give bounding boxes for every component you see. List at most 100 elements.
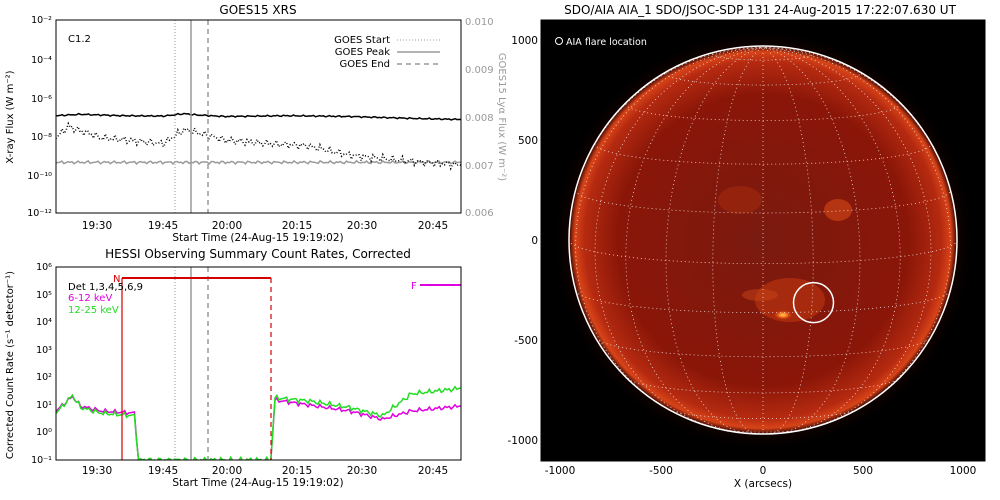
goes-axes-frame xyxy=(55,19,462,214)
flare-label: F xyxy=(411,281,417,292)
goes-y2tick-label: 0.010 xyxy=(465,17,494,28)
goes-y-ticks: 10⁻² 10⁻⁴ 10⁻⁶ 10⁻⁸ 10⁻¹⁰ 10⁻¹² xyxy=(27,15,52,219)
hessi-panel: HESSI Observing Summary Count Rates, Cor… xyxy=(5,247,462,489)
goes-ytick-label: 10⁻¹² xyxy=(27,208,52,219)
hessi-ytick-label: 10⁻¹ xyxy=(31,455,52,466)
goes-ytick-label: 10⁻⁸ xyxy=(31,132,52,143)
hessi-night-marker: N xyxy=(113,274,272,460)
goes-xtick-label: 20:45 xyxy=(418,220,448,232)
goes-lyman-series xyxy=(56,159,461,165)
goes-x-ticks: 19:30 19:45 20:00 20:15 20:30 20:45 xyxy=(82,220,448,232)
hessi-xlabel: Start Time (24-Aug-15 19:19:02) xyxy=(172,477,343,489)
goes-ytick-label: 10⁻⁶ xyxy=(31,94,52,105)
goes-xtick-label: 20:00 xyxy=(212,220,242,232)
latitude-line xyxy=(575,190,951,214)
aia-axes-frame xyxy=(540,19,986,462)
goes-traces xyxy=(56,112,461,171)
longitude-line xyxy=(712,47,764,434)
goes-xtick-label: 20:15 xyxy=(282,220,312,232)
goes-xtick-label: 20:30 xyxy=(347,220,377,232)
longitude-line xyxy=(594,47,764,431)
flare-class-label: C1.2 xyxy=(68,34,91,45)
aia-ytick-label: 0 xyxy=(531,235,538,247)
legend-goes-start: GOES Start xyxy=(334,35,390,46)
legend-12-25-kev: 12-25 keV xyxy=(68,305,119,316)
aia-ytick-label: 1000 xyxy=(511,35,538,47)
aia-ytick-label: -1000 xyxy=(507,435,538,447)
legend-circle-icon xyxy=(555,37,563,45)
aia-xtick-label: 1000 xyxy=(950,465,977,477)
hessi-flare-marker: F xyxy=(411,281,461,292)
goes-y2-ticks: 0.010 0.009 0.008 0.007 0.006 xyxy=(465,17,494,219)
hessi-xtick-label: 20:00 xyxy=(212,465,242,477)
aia-ytick-label: 500 xyxy=(518,135,538,147)
flare-kernel xyxy=(773,310,793,320)
goes-ytick-label: 10⁻² xyxy=(31,15,52,26)
hessi-y-ticks: 10⁶ 10⁵ 10⁴ 10³ 10² 10¹ 10⁰ 10⁻¹ xyxy=(31,262,52,466)
legend-goes-peak: GOES Peak xyxy=(335,47,390,58)
legend-6-12-kev: 6-12 keV xyxy=(68,293,112,304)
legend-detectors: Det 1,3,4,5,6,9 xyxy=(68,282,143,293)
aia-xtick-label: -500 xyxy=(649,465,673,477)
aia-y-ticks: 1000 500 0 -500 -1000 xyxy=(507,35,538,447)
goes-short-series xyxy=(56,121,461,171)
longitude-line xyxy=(762,47,901,433)
hessi-title: HESSI Observing Summary Count Rates, Cor… xyxy=(105,247,411,261)
hessi-xtick-label: 20:45 xyxy=(418,465,448,477)
hessi-ytick-label: 10⁶ xyxy=(36,262,52,273)
aia-legend: AIA flare location xyxy=(555,37,647,48)
goes-title: GOES15 XRS xyxy=(219,3,296,17)
longitude-line xyxy=(625,47,764,433)
aia-x-ticks: -1000 -500 0 500 1000 xyxy=(545,465,977,477)
aia-xtick-label: 0 xyxy=(760,465,767,477)
goes-xlabel: Start Time (24-Aug-15 19:19:02) xyxy=(172,232,343,244)
active-region-north xyxy=(824,199,852,221)
hessi-6-12-series xyxy=(56,395,461,460)
goes-ytick-label: 10⁻⁴ xyxy=(31,55,52,66)
legend-aia-flare: AIA flare location xyxy=(566,37,647,48)
hessi-ylabel: Corrected Count Rate (s⁻¹ detector⁻¹) xyxy=(5,271,16,459)
sun-features xyxy=(718,186,852,322)
goes-xtick-label: 19:45 xyxy=(148,220,178,232)
sun-disk xyxy=(569,46,957,434)
aia-xlabel: X (arcsecs) xyxy=(734,478,792,490)
hessi-ytick-label: 10⁰ xyxy=(36,427,52,438)
sun-limb xyxy=(568,45,958,435)
goes-y2label: GOES15 Lyα Flux (W m⁻²) xyxy=(496,53,507,181)
legend-goes-end: GOES End xyxy=(340,59,390,70)
goes-long-series xyxy=(56,112,461,121)
longitude-line xyxy=(762,47,957,241)
heliographic-grid xyxy=(569,47,957,434)
longitude-line xyxy=(569,47,764,241)
hessi-ytick-label: 10² xyxy=(36,372,52,383)
aia-xtick-label: -1000 xyxy=(545,465,576,477)
hessi-ytick-label: 10⁵ xyxy=(36,290,52,301)
hessi-traces xyxy=(56,385,461,460)
aia-panel: SDO/AIA AIA_1 SDO/JSOC-SDP 131 24-Aug-20… xyxy=(507,3,986,490)
bright-patch xyxy=(718,186,762,214)
hessi-xtick-label: 19:30 xyxy=(82,465,112,477)
longitude-line xyxy=(762,47,932,431)
hessi-axes-frame xyxy=(55,266,462,461)
goes-y2tick-label: 0.008 xyxy=(465,113,494,124)
hessi-legend: Det 1,3,4,5,6,9 6-12 keV 12-25 keV xyxy=(68,282,143,316)
aia-ytick-label: -500 xyxy=(514,335,538,347)
longitude-line xyxy=(762,47,814,434)
hessi-xtick-label: 20:30 xyxy=(347,465,377,477)
goes-y2tick-label: 0.006 xyxy=(465,208,494,219)
longitude-line xyxy=(665,47,764,434)
loop-glow xyxy=(742,289,778,301)
aia-flare-location-marker xyxy=(792,281,835,324)
hessi-x-ticks: 19:30 19:45 20:00 20:15 20:30 20:45 xyxy=(82,465,448,477)
goes-xtick-label: 19:30 xyxy=(82,220,112,232)
hessi-ytick-label: 10³ xyxy=(36,345,52,356)
aia-xtick-label: 500 xyxy=(853,465,873,477)
night-label: N xyxy=(113,274,120,285)
goes-y2tick-label: 0.007 xyxy=(465,161,494,172)
longitude-line xyxy=(762,47,861,434)
latitude-line xyxy=(718,428,808,433)
hessi-xtick-label: 19:45 xyxy=(148,465,178,477)
hessi-12-25-series xyxy=(56,385,461,460)
goes-ytick-label: 10⁻¹⁰ xyxy=(27,171,52,182)
